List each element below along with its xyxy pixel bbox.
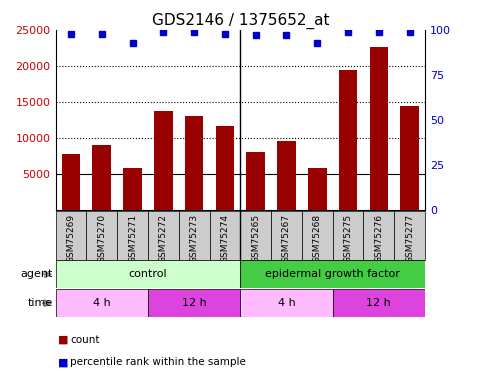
Bar	[154, 111, 172, 210]
Text: ■: ■	[58, 357, 69, 367]
Bar	[333, 211, 364, 260]
Text: GSM75269: GSM75269	[67, 214, 75, 263]
Text: GSM75277: GSM75277	[405, 214, 414, 263]
Text: GSM75270: GSM75270	[97, 214, 106, 263]
Bar	[241, 289, 333, 317]
Bar	[369, 46, 388, 210]
Bar	[308, 168, 327, 210]
Bar	[210, 211, 240, 260]
Text: epidermal growth factor: epidermal growth factor	[265, 269, 400, 279]
Text: count: count	[70, 335, 99, 345]
Bar	[302, 211, 333, 260]
Text: 4 h: 4 h	[93, 298, 111, 308]
Bar	[394, 211, 425, 260]
Text: ■: ■	[58, 335, 69, 345]
Bar	[333, 289, 425, 317]
Text: GSM75274: GSM75274	[220, 214, 229, 263]
Text: GSM75273: GSM75273	[190, 214, 199, 263]
Text: 12 h: 12 h	[182, 298, 206, 308]
Bar	[241, 260, 425, 288]
Bar	[92, 145, 111, 210]
Text: GSM75275: GSM75275	[343, 214, 353, 263]
Text: GSM75268: GSM75268	[313, 214, 322, 263]
Bar	[364, 211, 394, 260]
Text: GSM75267: GSM75267	[282, 214, 291, 263]
Text: 4 h: 4 h	[278, 298, 295, 308]
Bar	[117, 211, 148, 260]
Bar	[246, 152, 265, 210]
Bar	[400, 106, 419, 210]
Bar	[56, 211, 86, 260]
Bar	[56, 289, 148, 317]
Text: time: time	[28, 298, 53, 308]
Text: GSM75271: GSM75271	[128, 214, 137, 263]
Bar	[86, 211, 117, 260]
Title: GDS2146 / 1375652_at: GDS2146 / 1375652_at	[152, 12, 329, 28]
Bar	[277, 141, 296, 210]
Text: 12 h: 12 h	[367, 298, 391, 308]
Bar	[339, 70, 357, 210]
Bar	[215, 126, 234, 210]
Bar	[148, 211, 179, 260]
Bar	[179, 211, 210, 260]
Text: GSM75276: GSM75276	[374, 214, 384, 263]
Bar	[148, 289, 241, 317]
Text: GSM75265: GSM75265	[251, 214, 260, 263]
Text: GSM75272: GSM75272	[159, 214, 168, 263]
Text: percentile rank within the sample: percentile rank within the sample	[70, 357, 246, 367]
Bar	[185, 116, 203, 210]
Bar	[123, 168, 142, 210]
Bar	[62, 154, 80, 210]
Bar	[271, 211, 302, 260]
Text: control: control	[128, 269, 167, 279]
Bar	[240, 211, 271, 260]
Text: agent: agent	[21, 269, 53, 279]
Bar	[56, 260, 241, 288]
